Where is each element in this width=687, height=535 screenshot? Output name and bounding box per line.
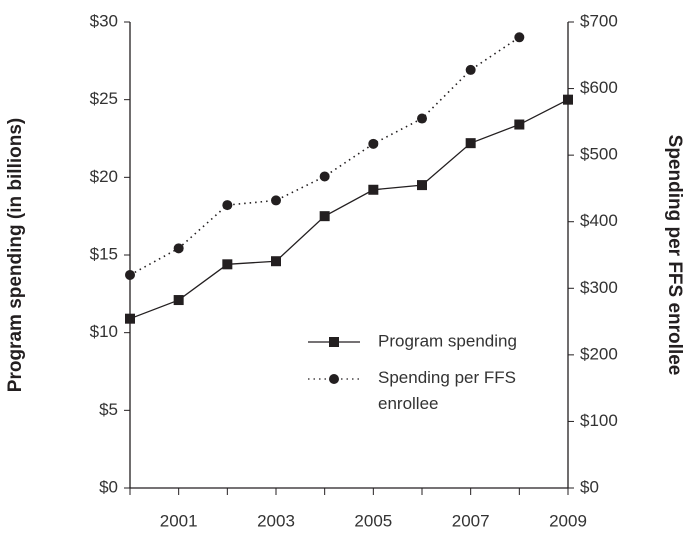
y2-tick-label: $700 (580, 11, 618, 30)
series-line (129, 99, 569, 320)
point (465, 64, 476, 75)
x-tick-label: 2005 (354, 511, 392, 530)
y2-axis-title: Spending per FFS enrollee (664, 135, 685, 376)
y-tick-label: $15 (90, 244, 118, 263)
point (319, 211, 330, 222)
point (271, 195, 281, 206)
x-tick-label: 2009 (549, 511, 587, 530)
y2-tick-label: $100 (580, 411, 618, 430)
point (173, 295, 184, 306)
point (222, 259, 233, 270)
legend-marker (329, 337, 339, 347)
x-tick-label: 2001 (160, 511, 198, 530)
point (125, 313, 135, 324)
y2-tick-label: $500 (580, 145, 618, 164)
point (514, 119, 525, 130)
y2-tick-label: $600 (580, 78, 618, 97)
point (271, 256, 281, 267)
y2-tick-label: $0 (580, 477, 599, 496)
series-line (129, 36, 520, 276)
point (563, 94, 573, 105)
point (173, 243, 184, 254)
x-tick-label: 2003 (257, 511, 295, 530)
point (368, 138, 379, 149)
y2-tick-label: $400 (580, 211, 618, 230)
y-tick-label: $25 (90, 89, 118, 108)
legend-label: Spending per FFS enrollee (378, 368, 516, 413)
y-axis-title: Program spending (in billions) (5, 118, 26, 392)
y-tick-label: $30 (90, 11, 118, 30)
point (125, 269, 135, 280)
point (368, 184, 379, 195)
y-tick-label: $20 (90, 167, 118, 186)
point (417, 113, 427, 124)
point (417, 180, 427, 191)
y2-tick-label: $300 (580, 278, 618, 297)
y-tick-label: $0 (99, 477, 118, 496)
y-tick-label: $5 (99, 400, 118, 419)
point (319, 171, 330, 182)
point (514, 32, 525, 43)
legend-marker (329, 374, 339, 384)
legend-label: Program spending (378, 331, 517, 350)
y2-tick-label: $200 (580, 344, 618, 363)
point (465, 138, 476, 149)
point (222, 200, 233, 211)
y-tick-label: $10 (90, 322, 118, 341)
x-tick-label: 2007 (452, 511, 490, 530)
